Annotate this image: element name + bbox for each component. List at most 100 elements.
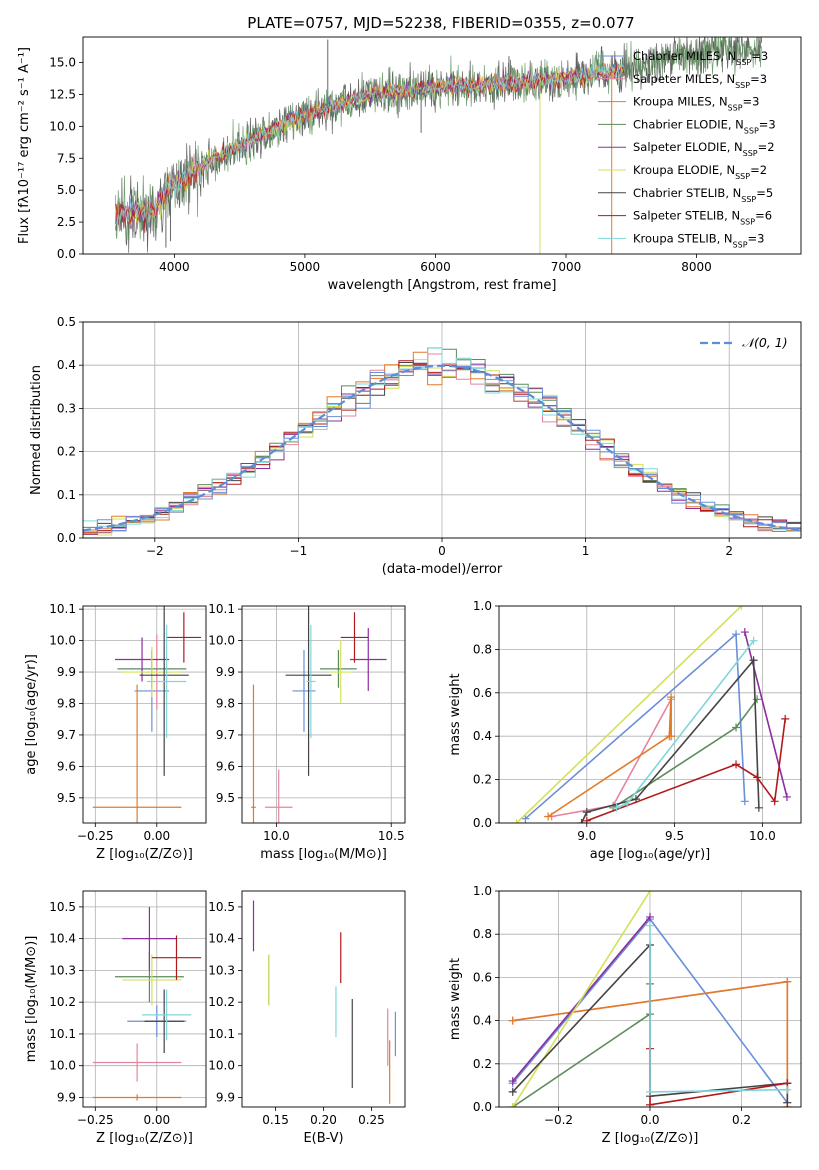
x-axis-label: Z [log₁₀(Z/Z⊙)] [96,1131,193,1146]
y-tick-label: 10.3 [49,963,76,977]
weight-marker [749,636,758,645]
y-tick-label: 1.0 [473,599,492,613]
x-tick-label: 9.0 [577,829,596,843]
legend-sub: SSP [740,217,755,226]
y-tick-label: 9.6 [57,759,76,773]
x-tick-label: 7000 [551,260,582,274]
y-tick-label: 0.2 [473,773,492,787]
spectrum-line [115,63,625,226]
weight-marker [783,1098,792,1107]
weight-line [744,631,788,798]
weight-marker [612,803,621,812]
weight-line [512,891,651,1107]
legend-sub: SSP [728,103,743,112]
y-tick-label: 10.5 [208,900,235,914]
x-tick-label: 2 [725,544,733,558]
y-axis-label: mass weight [448,958,463,1040]
y-tick-label: 7.5 [57,151,76,165]
weight-line [551,698,672,818]
x-tick-label: 10.0 [263,829,290,843]
weight-line [616,640,755,809]
legend-count: =5 [756,186,773,200]
x-axis-label: Z [log₁₀(Z/Z⊙)] [602,1131,699,1146]
y-axis-label: age [log₁₀(age/yr)] [24,654,39,775]
legend-count: =2 [750,163,767,177]
x-tick-label: 9.5 [665,829,684,843]
legend-label: Chabrier ELODIE, NSSP=3 [633,117,776,135]
x-tick-label: 6000 [420,260,451,274]
weight-marker [508,1016,517,1025]
y-tick-label: 10.0 [208,634,235,648]
y-tick-label: 10.0 [49,634,76,648]
x-axis-label: (data-model)/error [382,562,503,577]
x-axis-label: wavelength [Angstrom, rest frame] [328,278,557,293]
legend-count: =3 [751,49,768,63]
legend-sub: SSP [735,172,750,181]
y-tick-label: 10.5 [49,900,76,914]
x-tick-label: −0.25 [77,829,114,843]
y-tick-label: 5.0 [57,183,76,197]
plot-area [512,606,791,823]
spectrum-line [115,63,625,230]
legend-model: Chabrier STELIB, N [633,186,741,200]
x-axis-label: age [log₁₀(age/yr)] [590,847,711,862]
legend-label: Kroupa ELODIE, NSSP=2 [633,163,767,181]
weight-line [649,1048,788,1106]
weight-line [547,697,672,818]
weight-marker [740,628,749,637]
y-tick-label: 10.0 [49,119,76,133]
y-tick-label: 15.0 [49,56,76,70]
weight-marker [646,921,654,930]
weight-marker [521,814,530,823]
legend-model: Salpeter ELODIE, N [633,140,743,154]
spectrum-line [115,63,625,230]
y-tick-label: 0.6 [473,970,492,984]
x-tick-label: 1 [582,544,590,558]
y-tick-label: 10.2 [208,995,235,1009]
residual-histogram-panel: −2 −1 0 1 2 0.0 0.1 0.2 0.3 0.4 0.5 (data-model)/er… [29,315,802,577]
y-tick-label: 10.4 [208,932,235,946]
legend-count: =3 [759,117,776,131]
y-tick-label: 9.9 [57,665,76,679]
weight-marker [783,1085,792,1094]
weight-marker [508,1077,517,1086]
weight-marker [782,792,791,801]
legend-count: =2 [758,140,775,154]
legend-label: Chabrier STELIB, NSSP=5 [633,186,773,204]
x-tick-label: 4000 [159,260,190,274]
histogram-step [83,347,801,532]
legend-model: Kroupa MILES, N [633,95,728,109]
weight-marker [646,1100,654,1107]
legend-count: =3 [748,231,765,245]
z-mass-panel: −0.25 0.00 9.9 10.0 10.1 10.2 10.3 10.4 10.5 Z [l… [24,890,207,1146]
legend-model: Chabrier ELODIE, N [633,117,744,131]
axes-frame [82,605,207,824]
y-tick-label: 9.9 [216,1090,235,1104]
weight-marker [667,732,676,741]
weight-marker [783,977,792,986]
x-tick-label: −2 [146,544,164,558]
plot-area [115,37,762,254]
plot-area [508,891,792,1107]
normal-reference-curve [83,364,801,532]
y-tick-label: 9.5 [57,791,76,805]
z-age-panel: −0.25 0.00 9.5 9.6 9.7 9.8 9.9 10.0 10.1 Z [log₁₀… [24,602,207,862]
y-tick-label: 10.1 [49,1027,76,1041]
y-tick-label: 0.2 [473,1057,492,1071]
axes-frame [82,36,802,255]
weight-line [524,632,746,820]
weight-marker [508,1103,517,1107]
y-tick-label: 0.1 [57,488,76,502]
y-tick-label: 0.8 [473,927,492,941]
y-tick-label: 12.5 [49,87,76,101]
x-tick-label: 8000 [681,260,712,274]
x-tick-label: 0 [438,544,446,558]
figure-title: PLATE=0757, MJD=52238, FIBERID=0355, z=0… [247,14,634,32]
y-tick-label: 9.6 [216,759,235,773]
legend-sub: SSP [735,80,750,89]
weight-marker [646,912,654,921]
axes-frame [241,890,406,1108]
legend-model: Chabrier MILES, N [633,49,736,63]
